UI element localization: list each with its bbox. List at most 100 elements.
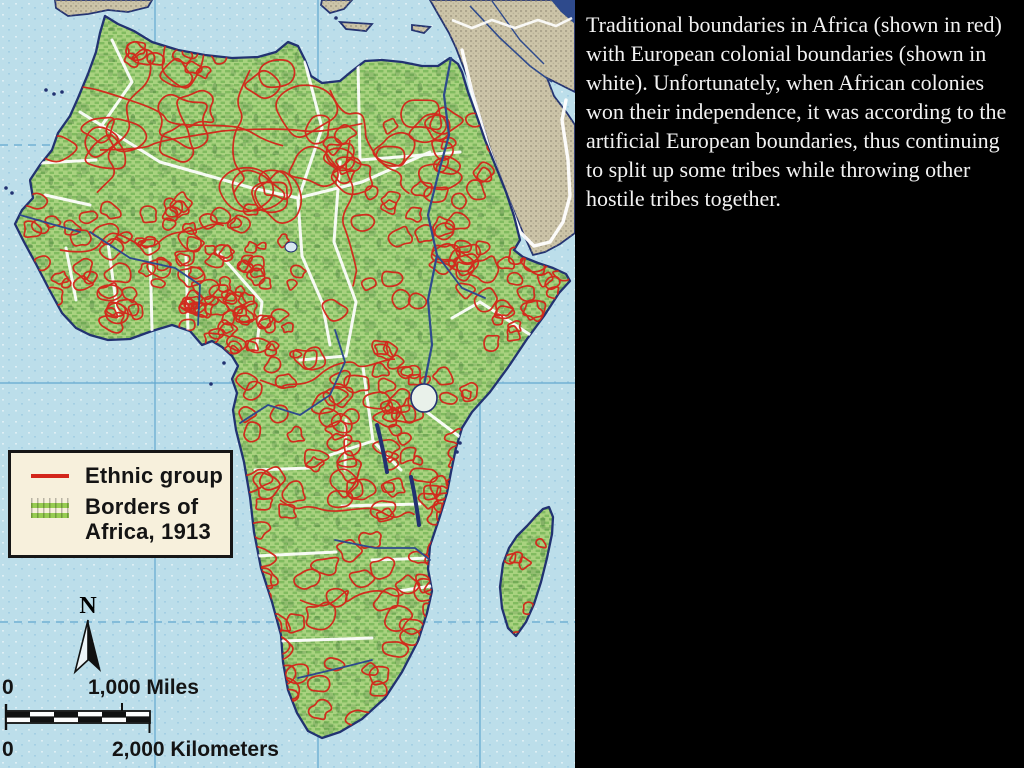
ethnic-boundary-cell (23, 220, 43, 238)
scale-km-label: 2,000 Kilometers (112, 738, 279, 761)
ethnic-boundary-cell (322, 136, 343, 156)
ethnic-boundary-cell (381, 270, 404, 288)
ethnic-boundary-cell (69, 229, 92, 247)
ethnic-boundary-cell (382, 477, 406, 498)
ethnic-boundary-cell (495, 299, 514, 317)
ethnic-boundary-cell (473, 287, 498, 313)
ethnic-boundary-cell (394, 574, 421, 595)
lake-malawi (409, 475, 421, 527)
ethnic-boundary-cell (265, 340, 280, 352)
ethnic-boundary-line (259, 358, 396, 388)
ethnic-boundary-cell (245, 339, 259, 352)
ethnic-boundary-cell (362, 391, 391, 410)
zambezi-river (334, 539, 431, 561)
ethnic-boundary-cell (292, 348, 318, 371)
ethnic-boundary-cell (322, 387, 349, 407)
colonial-boundary-line (296, 198, 332, 347)
colonial-boundary-line (356, 62, 362, 162)
rivers (19, 56, 486, 679)
ethnic-boundary-cell (423, 484, 442, 501)
ethnic-boundary-cell (237, 291, 256, 309)
ethnic-boundary-cell (439, 391, 459, 405)
ethnic-boundary-cell (127, 303, 144, 321)
ethnic-boundary-cell (255, 241, 267, 250)
colonial-boundary-line (38, 158, 98, 165)
ethnic-boundary-cell (63, 219, 82, 236)
ethnic-boundary-cell (384, 398, 402, 415)
ethnic-boundary-cell (450, 192, 467, 210)
ethnic-boundary-cell (371, 361, 390, 378)
legend-item-ethnic-group: Ethnic group (31, 463, 224, 488)
caption-text: Traditional boundaries in Africa (shown … (586, 12, 1007, 211)
ethnic-boundary-cell (208, 284, 229, 299)
ethnic-boundary-cell (288, 145, 339, 188)
ethnic-boundary-cell (198, 213, 218, 230)
ethnic-boundary-cell (374, 343, 394, 361)
ethnic-boundary-cell (518, 556, 533, 571)
ethnic-boundary-cell (186, 235, 205, 253)
ethnic-boundary-cell (459, 381, 479, 403)
ethnic-boundary-cell (233, 305, 248, 317)
legend-label-borders-line1: Borders of (85, 494, 199, 519)
ethnic-boundary-cell (222, 292, 238, 305)
colonial-boundary-line (296, 150, 432, 200)
ethnic-boundary-cell (181, 221, 198, 236)
africa-map: Ethnic group Borders of Africa, 1913 N 0… (0, 0, 575, 768)
ethnic-boundary-cell (368, 665, 390, 686)
ethnic-boundary-cell (329, 369, 351, 387)
ethnic-boundary-cell (246, 267, 266, 287)
ethnic-boundary-cell (412, 455, 424, 466)
ethnic-boundary-cell (382, 117, 399, 135)
ethnic-boundary-line (232, 69, 251, 193)
ethnic-boundary-cell (391, 288, 411, 310)
ethnic-boundary-cell (347, 478, 377, 501)
ethnic-boundary-cell (472, 161, 495, 183)
ethnic-boundary-cell (105, 118, 148, 153)
ethnic-boundary-cell (387, 225, 414, 248)
map-legend: Ethnic group Borders of Africa, 1913 (8, 450, 233, 558)
ethnic-boundary-cell (60, 277, 72, 289)
ethnic-boundary-cell (398, 618, 425, 636)
ethnic-boundary-cell (372, 438, 401, 458)
ethnic-boundary-cell (409, 467, 439, 484)
ethnic-boundary-cell (322, 147, 356, 172)
ethnic-boundary-cell (163, 197, 184, 218)
ethnic-boundary-cell (483, 334, 500, 352)
ethnic-boundary-cell (371, 339, 389, 356)
ethnic-boundary-line (299, 589, 404, 607)
ethnic-boundary-cell (399, 446, 417, 465)
ethnic-boundary-cell (209, 206, 232, 225)
ethnic-boundary-cell (78, 210, 99, 225)
ethnic-boundary-cell (293, 568, 321, 590)
ethnic-boundary-cell (453, 239, 473, 254)
ethnic-boundary-cell (330, 412, 353, 434)
ethnic-boundary-cell (336, 457, 362, 484)
ethnic-boundary-cell (383, 604, 414, 632)
ethnic-boundary-cell (377, 377, 397, 394)
top-right-sea (551, 0, 575, 24)
ethnic-boundary-cell (269, 404, 289, 424)
ethnic-boundary-cell (195, 65, 212, 80)
ethnic-boundary-cell (382, 340, 399, 358)
ethnic-boundary-cell (240, 254, 254, 266)
ethnic-boundary-cell (123, 52, 140, 69)
ethnic-boundary-cell (247, 255, 265, 272)
ethnic-boundary-cell (372, 587, 400, 612)
north-arrow-icon (73, 619, 101, 675)
ethnic-boundary-cell (289, 264, 307, 279)
ethnic-boundary-cell (278, 503, 297, 519)
ethnic-boundary-cell (323, 657, 346, 672)
ethnic-boundary-cell (535, 537, 547, 549)
ethnic-boundary-cell (455, 243, 482, 264)
ethnic-boundary-cell (433, 222, 455, 241)
ethnic-boundary-cell (254, 170, 303, 224)
ethnic-boundary-cell (379, 399, 394, 415)
ethnic-boundary-cell (335, 156, 362, 175)
ethnic-line-swatch (31, 473, 69, 478)
ethnic-boundary-line (99, 122, 363, 151)
ethnic-boundary-cell (520, 299, 544, 321)
ethnic-boundary-cell (234, 285, 246, 298)
ethnic-boundary-cell (432, 366, 454, 386)
colonial-boundary-line (98, 38, 134, 130)
legend-label-borders-line2: Africa, 1913 (85, 519, 211, 544)
